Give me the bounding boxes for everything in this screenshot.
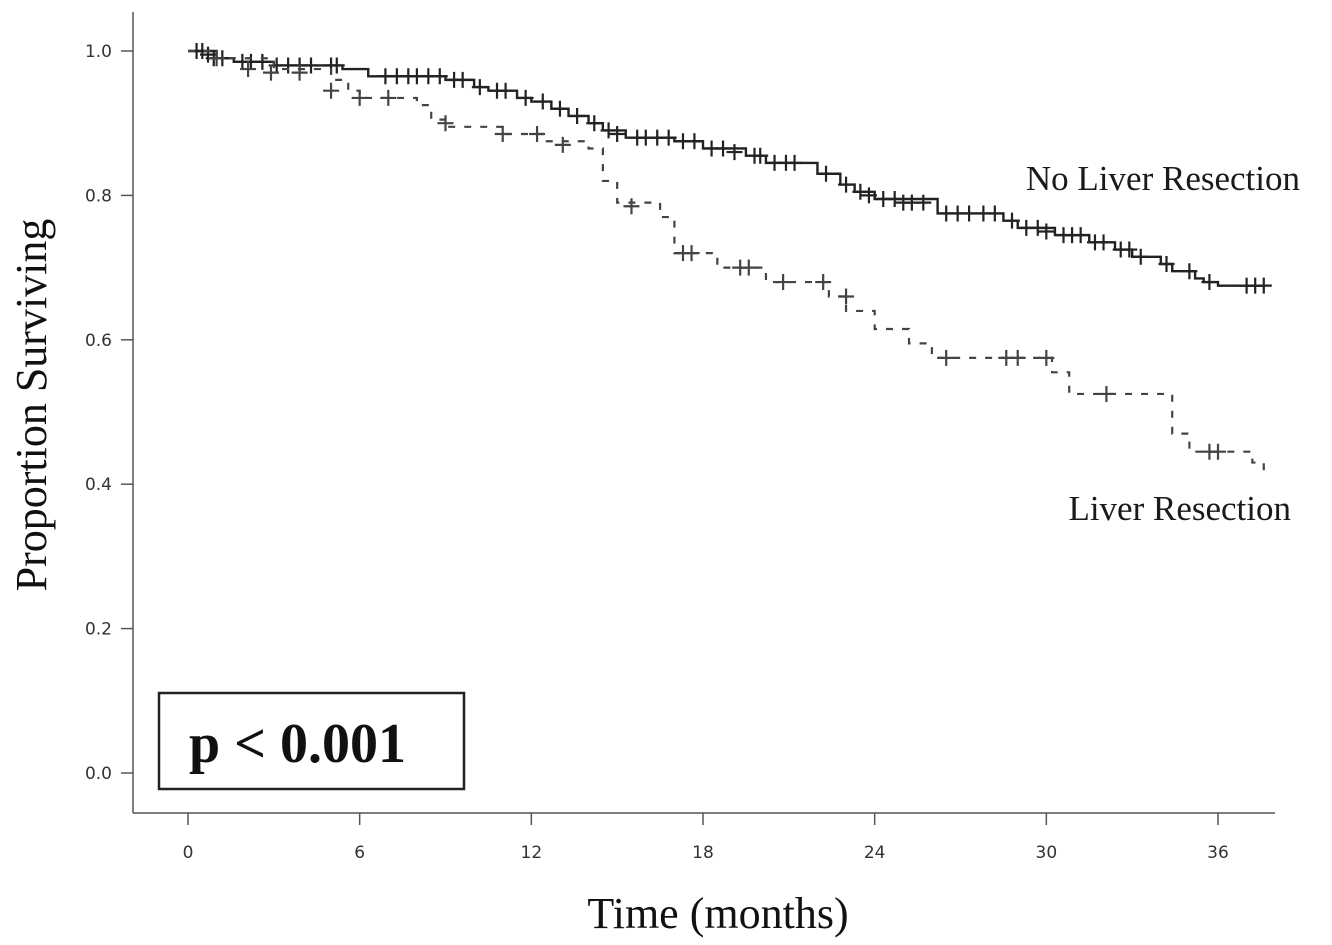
- y-tick-label: 0.4: [85, 475, 112, 495]
- censor-mark-no-liver-resection: [818, 165, 835, 182]
- censor-mark-no-liver-resection: [715, 140, 732, 157]
- p-value-text: p < 0.001: [189, 713, 406, 775]
- censor-mark-no-liver-resection: [1072, 227, 1089, 244]
- censor-mark-liver-resection: [1038, 349, 1055, 366]
- censor-mark-no-liver-resection: [1132, 248, 1149, 265]
- censor-mark-liver-resection: [529, 126, 546, 143]
- censor-mark-no-liver-resection: [600, 122, 617, 139]
- y-tick-label: 0.2: [85, 620, 112, 640]
- censor-mark-liver-resection: [1098, 385, 1115, 402]
- y-axis-ticks: 0.0 0.2 0.4 0.6 0.8 1.0: [85, 42, 133, 784]
- x-tick-label: 12: [521, 843, 543, 863]
- y-tick-label: 1.0: [85, 42, 112, 62]
- censor-mark-no-liver-resection: [915, 194, 932, 211]
- censor-mark-liver-resection: [494, 126, 511, 143]
- censor-mark-no-liver-resection: [569, 107, 586, 124]
- series-label-no-liver-resection: No Liver Resection: [1026, 159, 1300, 198]
- x-tick-label: 30: [1036, 843, 1058, 863]
- censor-mark-no-liver-resection: [609, 126, 626, 143]
- censor-mark-no-liver-resection: [852, 183, 869, 200]
- censor-mark-no-liver-resection: [1181, 263, 1198, 280]
- p-value-box: [157, 691, 466, 791]
- censor-mark-liver-resection: [938, 349, 955, 366]
- censor-mark-no-liver-resection: [660, 129, 677, 146]
- censor-mark-no-liver-resection: [1121, 241, 1138, 258]
- y-tick-label: 0.0: [85, 764, 112, 784]
- censor-mark-no-liver-resection: [1004, 212, 1020, 229]
- censor-mark-liver-resection: [323, 82, 340, 99]
- x-tick-label: 36: [1207, 843, 1229, 863]
- censor-mark-no-liver-resection: [517, 89, 534, 106]
- censor-mark-no-liver-resection: [786, 154, 803, 171]
- censor-mark-no-liver-resection: [471, 79, 488, 96]
- censor-mark-liver-resection: [740, 259, 757, 276]
- y-axis-title: Proportion Surviving: [7, 219, 56, 592]
- x-tick-label: 0: [183, 843, 194, 863]
- censor-mark-no-liver-resection: [1029, 219, 1046, 236]
- censor-mark-no-liver-resection: [860, 187, 877, 204]
- censor-mark-liver-resection: [554, 136, 571, 153]
- censor-mark-liver-resection: [815, 274, 832, 291]
- censor-mark-no-liver-resection: [551, 100, 568, 117]
- censor-mark-no-liver-resection: [534, 93, 551, 110]
- censor-mark-liver-resection: [623, 198, 640, 215]
- censor-mark-liver-resection: [437, 115, 454, 132]
- censor-mark-no-liver-resection: [838, 176, 855, 193]
- censor-mark-liver-resection: [240, 61, 257, 78]
- censor-mark-no-liver-resection: [431, 68, 448, 85]
- censor-mark-liver-resection: [1210, 443, 1226, 460]
- censor-mark-no-liver-resection: [1095, 234, 1112, 251]
- censor-mark-no-liver-resection: [254, 53, 271, 70]
- censor-mark-no-liver-resection: [726, 144, 743, 161]
- censor-mark-no-liver-resection: [1255, 277, 1272, 294]
- censor-mark-liver-resection: [262, 64, 279, 81]
- survival-curve-no-liver-resection: [188, 49, 1264, 287]
- censor-mark-liver-resection: [775, 274, 792, 291]
- series-layer: [188, 43, 1272, 474]
- censor-mark-liver-resection: [838, 288, 855, 305]
- censor-mark-no-liver-resection: [497, 82, 514, 99]
- censor-mark-no-liver-resection: [1038, 223, 1055, 240]
- x-tick-label: 18: [692, 843, 714, 863]
- censor-mark-no-liver-resection: [961, 205, 978, 222]
- x-tick-label: 24: [864, 843, 886, 863]
- censor-mark-liver-resection: [1009, 349, 1026, 366]
- x-tick-label: 6: [354, 843, 365, 863]
- censor-mark-liver-resection: [380, 89, 397, 106]
- censor-mark-no-liver-resection: [586, 115, 603, 132]
- censor-mark-no-liver-resection: [686, 133, 703, 150]
- survival-curve-liver-resection: [188, 49, 1265, 474]
- censor-mark-liver-resection: [683, 245, 700, 262]
- censor-mark-no-liver-resection: [886, 191, 903, 208]
- censor-mark-liver-resection: [351, 89, 368, 106]
- censor-mark-liver-resection: [291, 64, 308, 81]
- y-tick-label: 0.6: [85, 331, 112, 351]
- censor-mark-no-liver-resection: [752, 147, 769, 164]
- censor-mark-no-liver-resection: [328, 57, 345, 74]
- censor-mark-no-liver-resection: [454, 71, 471, 88]
- series-label-liver-resection: Liver Resection: [1068, 489, 1291, 528]
- x-axis-title: Time (months): [587, 889, 848, 938]
- censor-mark-no-liver-resection: [986, 205, 1003, 222]
- censor-mark-no-liver-resection: [1158, 255, 1175, 272]
- y-tick-label: 0.8: [85, 186, 112, 206]
- x-axis-ticks: 0 6 12 18 24 30 36: [183, 813, 1229, 863]
- censor-mark-no-liver-resection: [303, 57, 320, 74]
- censor-mark-liver-resection: [208, 50, 225, 67]
- censor-mark-no-liver-resection: [1201, 274, 1218, 291]
